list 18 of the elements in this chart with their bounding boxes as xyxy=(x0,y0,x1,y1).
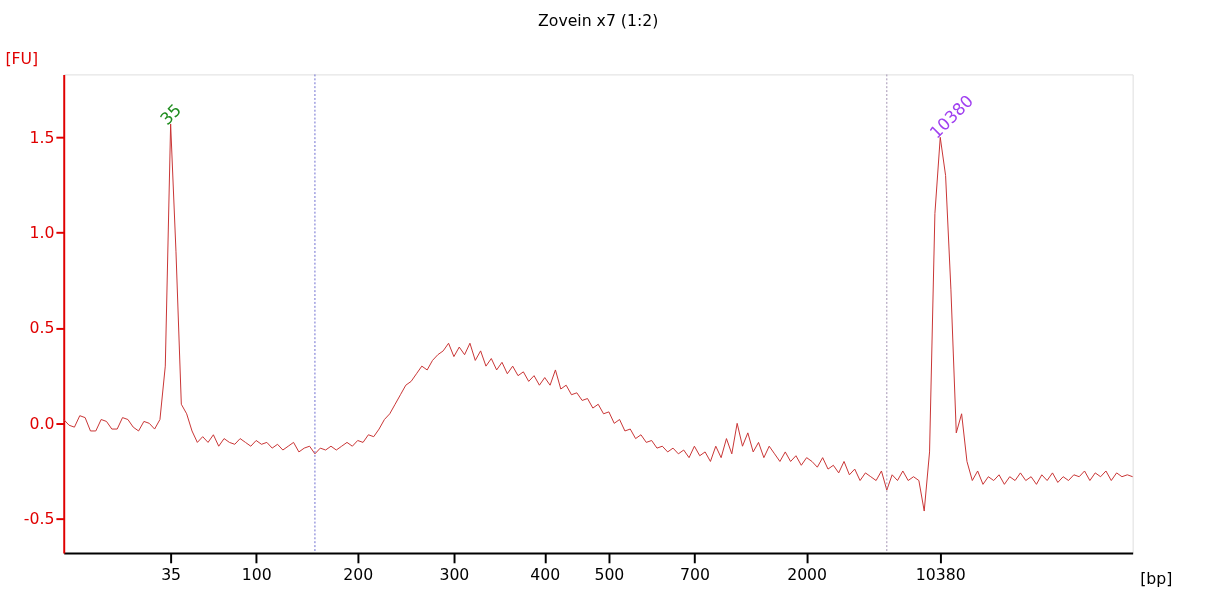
x-tick-label: 100 xyxy=(241,564,272,584)
x-tick-label: 300 xyxy=(439,564,470,584)
x-axis-title: [bp] xyxy=(1140,568,1173,588)
x-tick-label: 700 xyxy=(679,564,710,584)
y-tick-label: -0.5 xyxy=(23,509,55,529)
x-tick-label: 500 xyxy=(594,564,625,584)
y-axis-title: [FU] xyxy=(5,49,39,69)
x-tick-label: 10380 xyxy=(915,564,966,584)
x-tick-label: 35 xyxy=(161,564,182,584)
y-tick-label: 1.5 xyxy=(29,127,55,147)
y-tick-label: 1.0 xyxy=(29,223,55,243)
x-tick-label: 400 xyxy=(530,564,561,584)
y-tick-label: 0.0 xyxy=(29,413,55,433)
annotation: 35 xyxy=(156,100,185,129)
x-tick-label: 200 xyxy=(343,564,374,584)
chart-title: Zovein x7 (1:2) xyxy=(538,11,659,31)
y-tick-label: 0.5 xyxy=(29,318,55,338)
x-tick-label: 2000 xyxy=(787,564,828,584)
